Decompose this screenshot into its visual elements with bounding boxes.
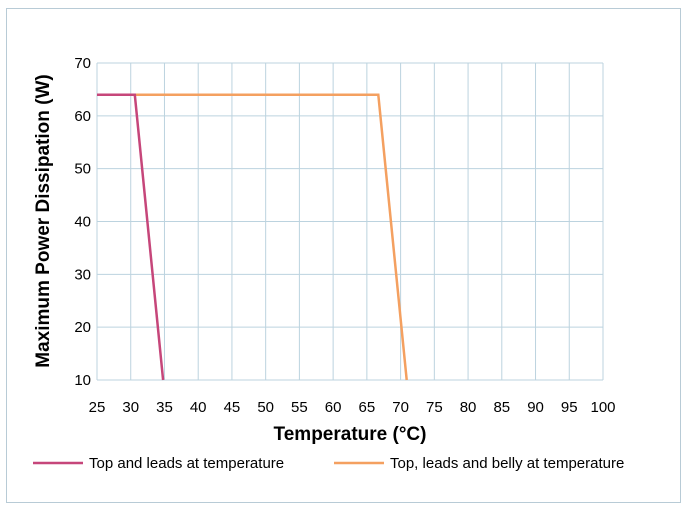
x-tick-label: 25 (89, 399, 106, 416)
x-tick-label: 90 (527, 399, 544, 416)
y-tick-label: 60 (74, 108, 91, 125)
x-tick-label: 95 (561, 399, 578, 416)
y-tick-label: 30 (74, 266, 91, 283)
legend-label-top-leads-belly: Top, leads and belly at temperature (390, 455, 624, 472)
y-tick-labels: 10 20 30 40 50 60 70 (74, 55, 91, 389)
legend: Top and leads at temperature Top, leads … (33, 455, 624, 472)
x-tick-label: 85 (493, 399, 510, 416)
x-tick-label: 70 (392, 399, 409, 416)
chart-frame (6, 8, 681, 503)
x-tick-label: 65 (359, 399, 376, 416)
x-tick-label: 50 (257, 399, 274, 416)
x-tick-labels: 25 30 35 40 45 50 55 60 65 70 75 80 85 90 95 100 (89, 399, 616, 416)
grid (96, 62, 604, 381)
y-tick-label: 70 (74, 55, 91, 72)
series-layer (97, 93, 408, 381)
series-line-top-and-leads (97, 93, 165, 381)
x-tick-label: 60 (325, 399, 342, 416)
x-tick-label: 45 (224, 399, 241, 416)
y-axis-title: Maximum Power Dissipation (W) (33, 74, 54, 367)
legend-label-top-and-leads: Top and leads at temperature (89, 455, 284, 472)
x-tick-label: 35 (156, 399, 173, 416)
x-tick-label: 40 (190, 399, 207, 416)
x-tick-label: 80 (460, 399, 477, 416)
x-tick-label: 100 (590, 399, 615, 416)
y-tick-label: 20 (74, 319, 91, 336)
x-axis-title: Temperature (°C) (274, 424, 427, 445)
x-tick-label: 55 (291, 399, 308, 416)
y-tick-label: 50 (74, 161, 91, 178)
y-tick-label: 10 (74, 372, 91, 389)
x-tick-label: 30 (122, 399, 139, 416)
series-line-top-leads-belly (97, 93, 408, 381)
x-tick-label: 75 (426, 399, 443, 416)
y-tick-label: 40 (74, 214, 91, 231)
